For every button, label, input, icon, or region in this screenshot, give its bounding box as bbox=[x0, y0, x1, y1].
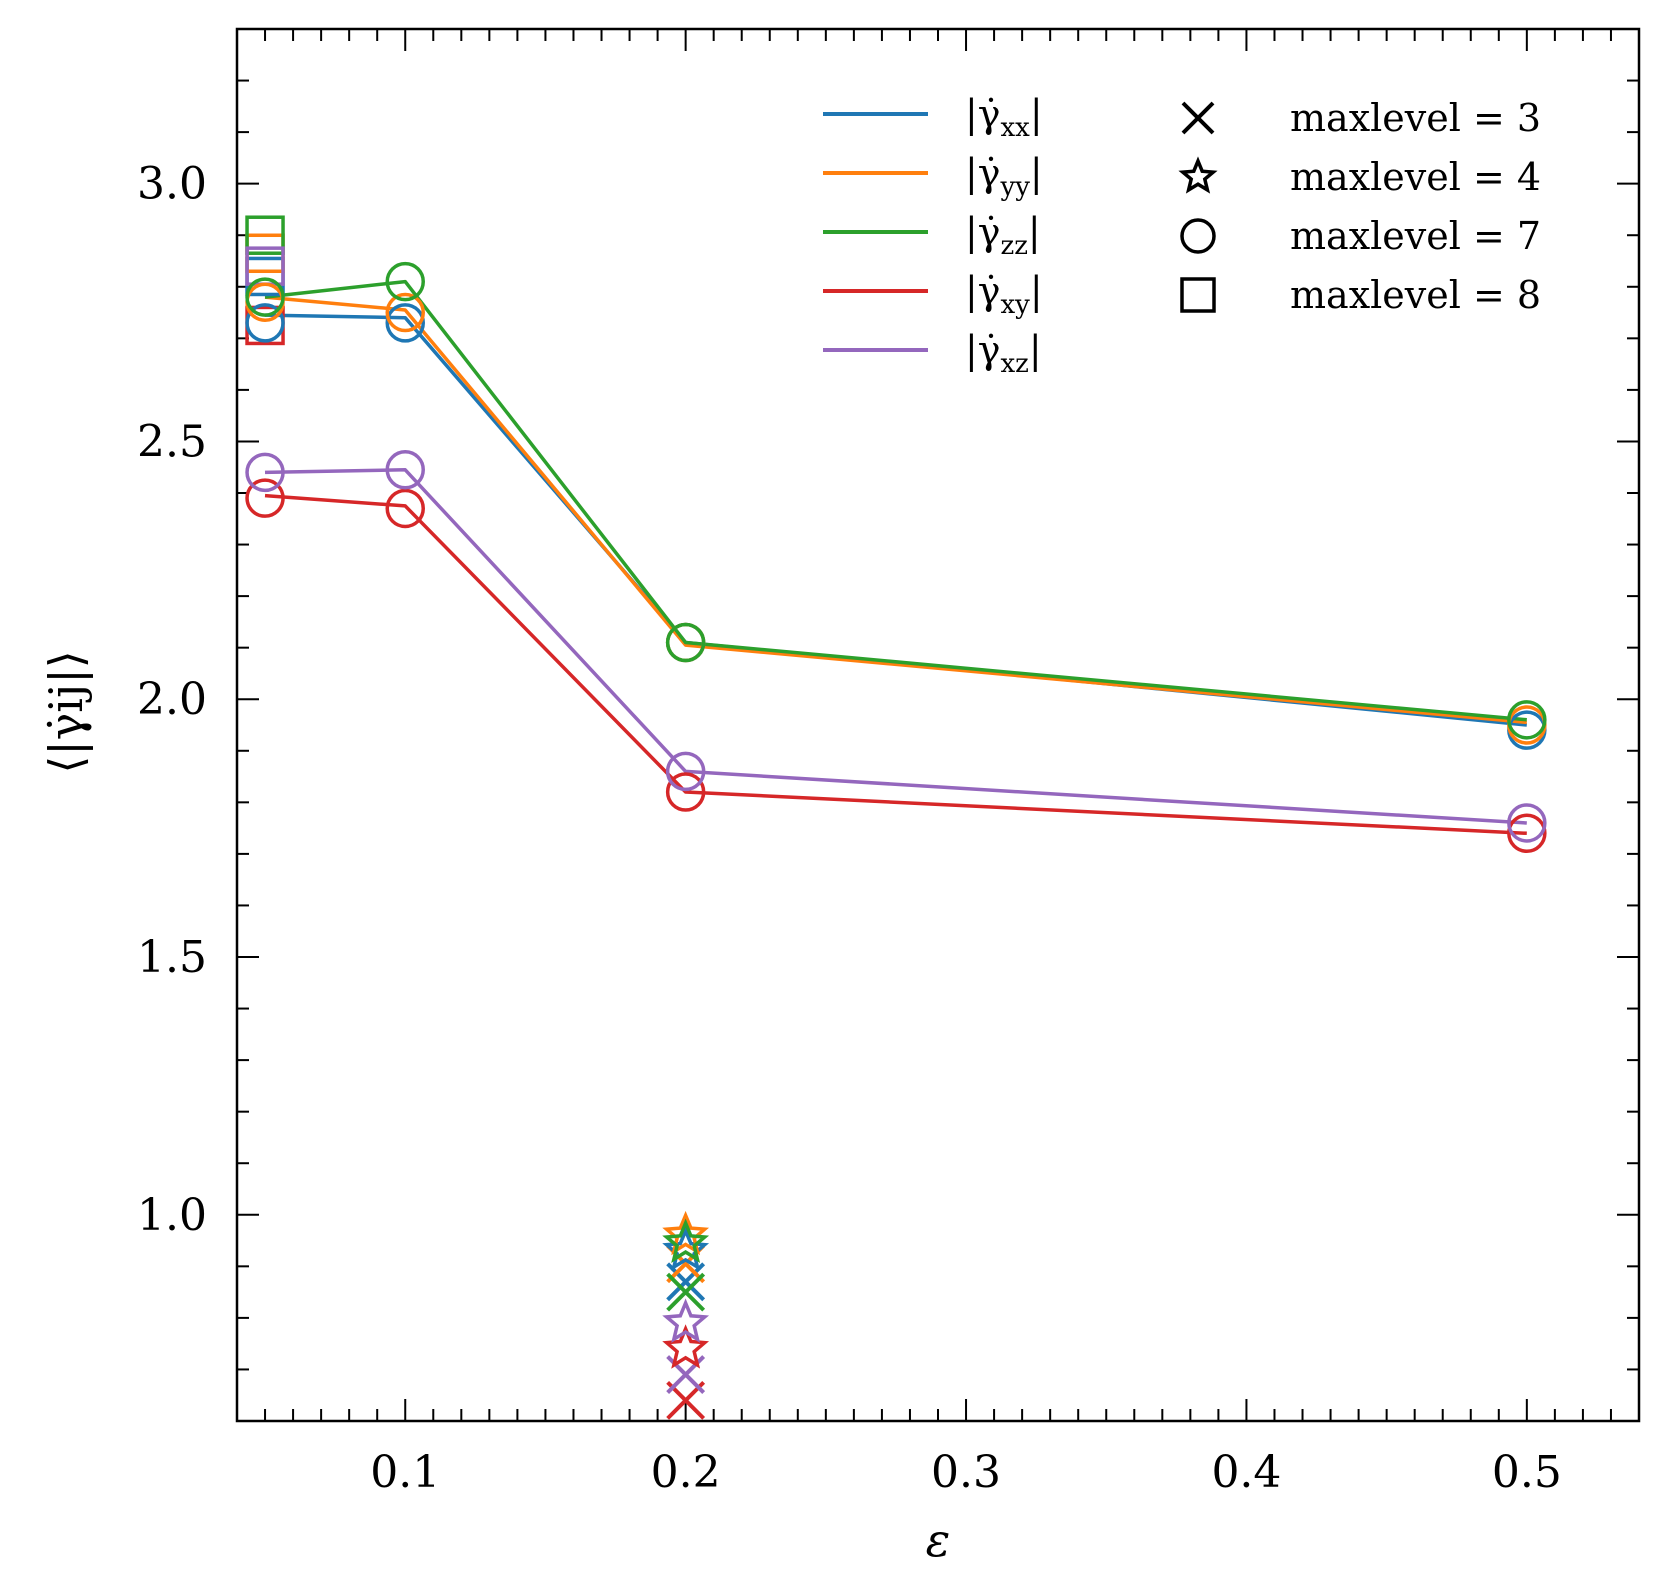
marker-maxlevel4-xz bbox=[662, 1298, 710, 1343]
y-tick-label: 3.0 bbox=[137, 159, 207, 210]
legend-label-xy: |γ̇xy| bbox=[965, 269, 1043, 320]
marker-maxlevel7-xy bbox=[245, 478, 285, 518]
legend-label-main: |γ̇ bbox=[965, 269, 1001, 313]
x-tick-label: 0.2 bbox=[651, 1447, 721, 1498]
legend-label-main: |γ̇ bbox=[965, 92, 1001, 136]
legend-marker-label: maxlevel = 7 bbox=[1290, 214, 1541, 258]
marker-maxlevel3-zz bbox=[666, 1272, 706, 1312]
marker-maxlevel4-yy bbox=[662, 1210, 710, 1256]
legend-label-subscript: xx bbox=[1001, 113, 1031, 143]
legend-marker-label: maxlevel = 8 bbox=[1290, 273, 1541, 317]
series-line-xy bbox=[264, 493, 1527, 836]
marker-maxlevel7-xx bbox=[245, 303, 285, 343]
legend-label-main: |γ̇ bbox=[965, 328, 1001, 372]
tick-labels: 0.1 0.2 0.3 0.4 0.5 1.0 1.5 2.0 2.5 3.0 bbox=[137, 159, 1562, 1498]
y-tick-label: 1.0 bbox=[137, 1190, 207, 1241]
plot-frame bbox=[235, 27, 1641, 1423]
legend-label-xz: |γ̇xz| bbox=[965, 328, 1042, 379]
x-tick-label: 0.5 bbox=[1492, 1447, 1562, 1498]
legend-marker-x bbox=[1181, 101, 1215, 135]
marker-maxlevel7-xx bbox=[385, 303, 425, 343]
legend-label-end: | bbox=[1030, 151, 1043, 195]
marker-maxlevel4-zz bbox=[662, 1218, 710, 1264]
legend-label-zz: |γ̇zz| bbox=[965, 210, 1041, 261]
marker-maxlevel7-xz bbox=[385, 450, 425, 490]
legend-label-main: |γ̇ bbox=[965, 210, 1001, 254]
series-lines bbox=[264, 279, 1527, 836]
series-line-xz bbox=[264, 468, 1527, 825]
legend-label-end: | bbox=[1030, 269, 1043, 313]
marker-maxlevel8-zz bbox=[245, 215, 285, 255]
legend-label-end: | bbox=[1030, 92, 1043, 136]
legend-label-subscript: xz bbox=[1001, 349, 1029, 379]
marker-maxlevel3-xx bbox=[666, 1262, 706, 1302]
legend-marker-x-stroke-b bbox=[1181, 101, 1215, 135]
legend-marker-circle bbox=[1180, 218, 1216, 254]
marker-maxlevel7-xz bbox=[1507, 803, 1547, 843]
data-markers bbox=[245, 215, 1547, 1420]
series-line-zz bbox=[264, 279, 1527, 722]
marker-maxlevel3-zz-stroke-b bbox=[666, 1272, 706, 1312]
legend-marker-label: maxlevel = 3 bbox=[1290, 96, 1541, 140]
series-line-yy bbox=[264, 295, 1527, 725]
legend-label-subscript: xy bbox=[1001, 290, 1031, 320]
marker-maxlevel4-xx bbox=[662, 1226, 710, 1271]
y-tick-label: 2.5 bbox=[137, 416, 207, 467]
legend-marker-square bbox=[1180, 277, 1216, 313]
legend-marker-star bbox=[1178, 156, 1218, 194]
marker-maxlevel3-xx-stroke-b bbox=[666, 1262, 706, 1302]
marker-maxlevel7-xy bbox=[385, 488, 425, 529]
legend-label-end: | bbox=[1029, 328, 1042, 372]
marker-maxlevel7-yy bbox=[385, 292, 425, 333]
marker-maxlevel7-zz bbox=[385, 261, 425, 302]
legend-label-main: |γ̇ bbox=[965, 151, 1001, 195]
marker-maxlevel7-zz bbox=[1507, 700, 1547, 740]
legend-label-yy: |γ̇yy| bbox=[965, 151, 1043, 202]
marker-maxlevel7-zz bbox=[665, 622, 706, 663]
marker-maxlevel7-xy bbox=[1507, 813, 1547, 854]
x-axis-label: ε bbox=[926, 1513, 951, 1567]
x-tick-label: 0.4 bbox=[1211, 1447, 1281, 1498]
x-tick-label: 0.1 bbox=[370, 1447, 440, 1498]
legend-label-subscript: yy bbox=[1000, 172, 1031, 202]
legend-label-subscript: zz bbox=[1001, 231, 1028, 261]
legend-marker-label: maxlevel = 4 bbox=[1290, 155, 1541, 199]
legend-label-xx: |γ̇xx| bbox=[965, 92, 1043, 143]
legend: |γ̇xx||γ̇yy||γ̇zz||γ̇xy||γ̇xz|maxlevel =… bbox=[823, 92, 1541, 379]
y-tick-label: 2.0 bbox=[137, 674, 207, 725]
marker-maxlevel7-xy bbox=[665, 772, 706, 812]
legend-label-end: | bbox=[1028, 210, 1041, 254]
marker-maxlevel7-zz bbox=[245, 277, 285, 317]
x-tick-label: 0.3 bbox=[931, 1447, 1001, 1498]
marker-maxlevel7-xz bbox=[245, 452, 285, 493]
marker-maxlevel7-xz bbox=[665, 751, 706, 792]
y-tick-label: 1.5 bbox=[137, 932, 207, 983]
marker-maxlevel4-xy bbox=[662, 1324, 710, 1369]
y-axis-label: ⟨|γ̇ij|⟩ bbox=[39, 650, 93, 773]
